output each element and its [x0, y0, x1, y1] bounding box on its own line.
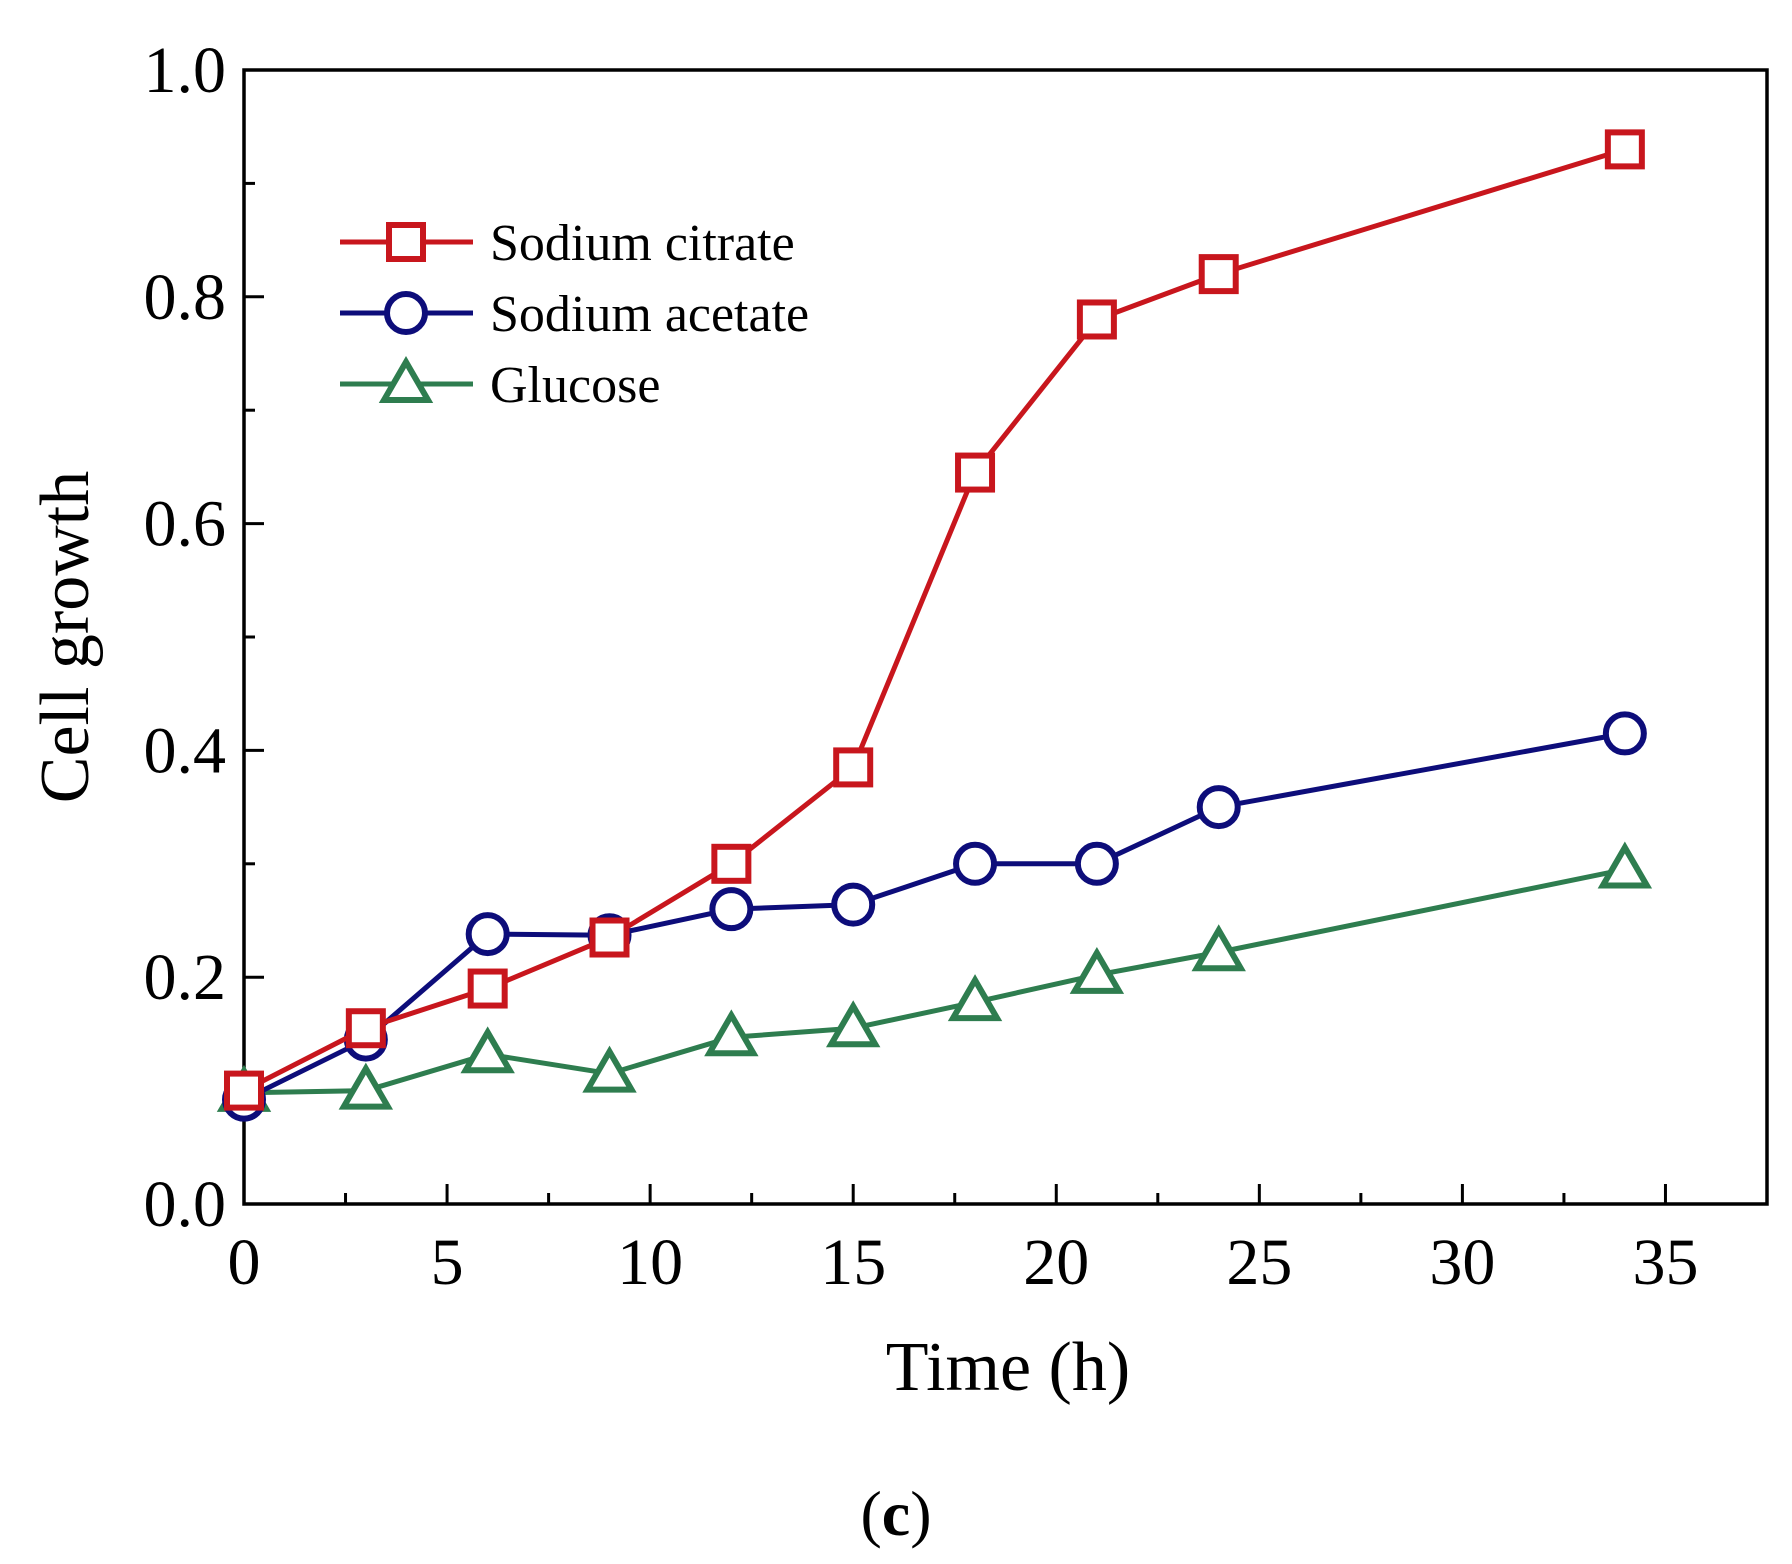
y-tick-label: 0.0	[144, 1168, 227, 1241]
y-axis-title: Cell growth	[27, 471, 104, 803]
data-point-sodium-citrate	[1076, 299, 1117, 340]
data-point-sodium-citrate	[224, 1070, 264, 1111]
legend-entry-sodium-citrate: Sodium citrate	[340, 215, 795, 272]
x-tick-label: 30	[1429, 1226, 1495, 1299]
legend-label: Sodium citrate	[490, 215, 795, 272]
data-point-sodium-citrate	[467, 968, 508, 1009]
data-point-glucose	[704, 1009, 759, 1057]
data-point-sodium-acetate	[1074, 841, 1119, 886]
legend-marker-sodium-acetate	[384, 291, 428, 335]
series-sodium-citrate	[224, 129, 1645, 1111]
data-point-glucose	[1069, 946, 1125, 994]
caption-letter: c	[882, 1478, 910, 1549]
data-point-sodium-acetate	[953, 841, 998, 886]
caption-close-paren: )	[910, 1478, 931, 1549]
data-point-sodium-citrate	[589, 917, 630, 958]
series-line-sodium-acetate	[242, 730, 1626, 1102]
data-point-glucose	[947, 974, 1003, 1022]
x-axis-title: Time (h)	[886, 1329, 1130, 1406]
data-point-sodium-citrate	[833, 747, 874, 788]
legend-label: Glucose	[490, 357, 660, 414]
data-point-glucose	[1191, 924, 1246, 972]
x-tick-label: 20	[1023, 1226, 1089, 1299]
x-tick-label: 0	[228, 1226, 261, 1299]
series-line-sodium-citrate	[242, 146, 1626, 1093]
legend-marker-sodium-citrate	[386, 222, 426, 262]
figure-caption: (c)	[860, 1478, 931, 1549]
data-point-sodium-acetate	[465, 912, 510, 957]
y-tick-label: 1.0	[144, 34, 227, 107]
y-tick-label: 0.2	[144, 941, 227, 1014]
series-glucose	[216, 841, 1653, 1112]
x-tick-label: 5	[431, 1226, 464, 1299]
data-point-sodium-acetate	[1196, 785, 1241, 830]
x-tick-label: 25	[1226, 1226, 1292, 1299]
series-layer	[216, 129, 1653, 1122]
y-tick-label: 0.8	[144, 261, 227, 334]
x-tick-label: 10	[617, 1226, 683, 1299]
data-point-sodium-citrate	[345, 1008, 386, 1049]
y-tick-label: 0.6	[144, 488, 227, 561]
data-point-sodium-acetate	[831, 882, 876, 927]
data-point-sodium-acetate	[1602, 711, 1647, 756]
data-point-glucose	[338, 1062, 394, 1110]
plot-area: 0 5 10 15 20 25 30 35 0.0 0.2 0.4 0.6 0.8 1.0 Sodium …	[144, 34, 1769, 1299]
axis-ticks: 0 5 10 15 20 25 30 35 0.0 0.2 0.4 0.6 0.8 1.0	[144, 34, 1699, 1299]
caption-open-paren: (	[860, 1478, 881, 1549]
data-point-sodium-citrate	[711, 843, 752, 884]
legend: Sodium citrate Sodium acetate Glucose	[340, 215, 809, 414]
series-sodium-acetate	[222, 711, 1647, 1122]
data-point-glucose	[582, 1045, 637, 1093]
legend-entry-glucose: Glucose	[340, 356, 660, 414]
x-tick-label: 35	[1632, 1226, 1698, 1299]
data-point-glucose	[1597, 841, 1653, 889]
data-point-glucose	[460, 1026, 515, 1074]
y-tick-label: 0.4	[144, 714, 227, 787]
data-point-sodium-acetate	[709, 887, 754, 932]
legend-label: Sodium acetate	[490, 286, 809, 343]
legend-marker-glucose	[378, 356, 434, 403]
legend-entry-sodium-acetate: Sodium acetate	[340, 286, 809, 343]
data-point-glucose	[825, 1000, 881, 1048]
series-line-glucose	[243, 867, 1626, 1096]
data-point-sodium-citrate	[955, 452, 996, 493]
data-point-sodium-citrate	[1198, 254, 1239, 295]
x-tick-label: 15	[820, 1226, 886, 1299]
data-point-sodium-citrate	[1604, 129, 1645, 170]
